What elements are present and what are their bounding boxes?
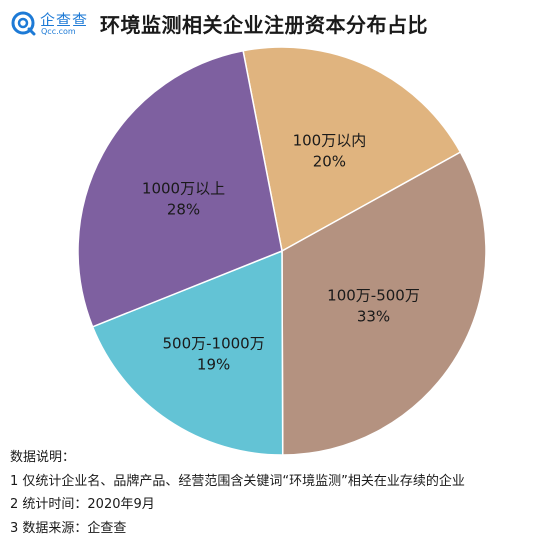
notes-item-3: 3 数据来源：企查查 <box>10 520 127 536</box>
pie-slice-3 <box>91 249 284 456</box>
notes-item-2: 2 统计时间：2020年9月 <box>10 497 155 512</box>
pie-slice-4 <box>77 49 283 328</box>
data-notes: 数据说明： 1 仅统计企业名、品牌产品、经营范围含关键词“环境监测”相关在业存续… <box>10 446 558 540</box>
page-title: 环境监测相关企业注册资本分布占比 <box>100 13 428 37</box>
qcc-logo-icon <box>11 11 36 36</box>
slice-label-2: 100万-500万 <box>327 287 420 305</box>
slice-percent-2: 33% <box>357 308 390 326</box>
notes-heading: 数据说明： <box>10 450 76 465</box>
pie-chart: 100万以内 20% 100万-500万 33% 500万-1000万 19% 1000万以… <box>77 46 487 456</box>
logo-subtext: Qcc.com <box>41 27 76 36</box>
slice-label-3: 500万-1000万 <box>162 335 264 353</box>
pie-slice-2 <box>281 151 487 456</box>
notes-item-1: 1 仅统计企业名、品牌产品、经营范围含关键词“环境监测”相关在业存续的企业 <box>10 473 465 489</box>
qcc-logo: 企查查 Qcc.com <box>10 8 100 40</box>
pie-slice-1 <box>242 46 462 253</box>
slice-percent-3: 19% <box>197 356 230 374</box>
slice-label-4: 1000万以上 <box>142 179 225 197</box>
slice-percent-4: 28% <box>167 200 200 218</box>
logo-text: 企查查 <box>40 11 89 29</box>
slice-percent-1: 20% <box>313 152 346 170</box>
header: 企查查 Qcc.com 环境监测相关企业注册资本分布占比 <box>0 0 560 46</box>
slice-label-1: 100万以内 <box>293 131 367 149</box>
